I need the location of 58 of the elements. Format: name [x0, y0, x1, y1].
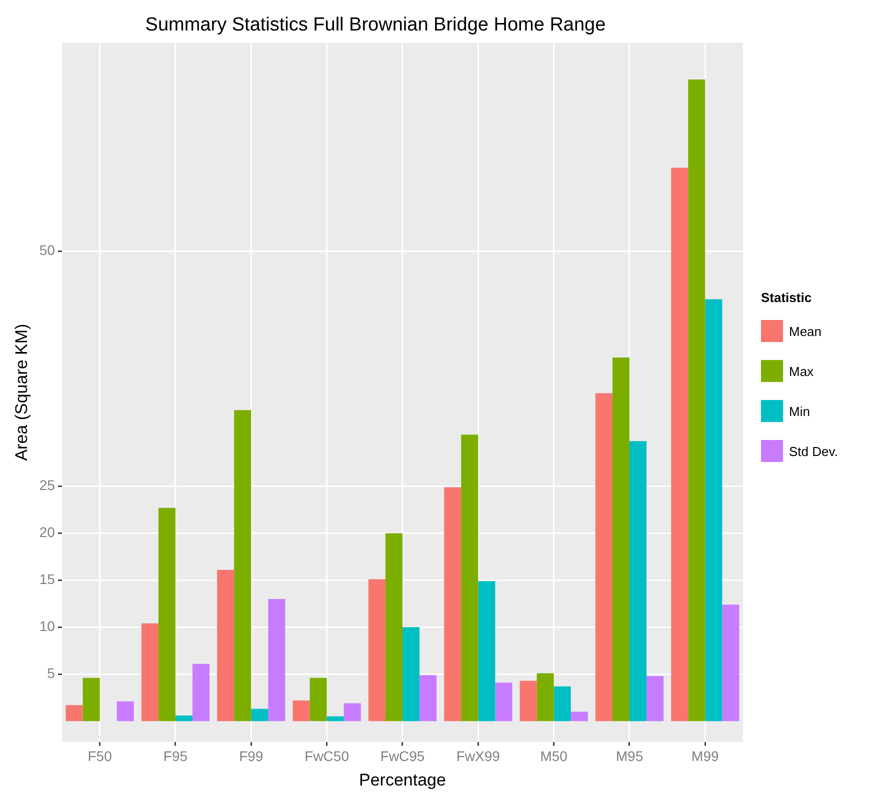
bar	[292, 700, 310, 722]
bar	[385, 533, 402, 722]
bar	[554, 686, 571, 722]
x-tick-label: FwX99	[456, 748, 500, 764]
x-tick-label: F99	[239, 748, 264, 764]
legend-label: Max	[789, 364, 814, 378]
bar	[141, 623, 158, 722]
y-tick-label: 20	[39, 524, 56, 540]
x-axis-title: Percentage	[359, 770, 446, 790]
bar	[402, 627, 420, 722]
bar	[688, 79, 706, 722]
x-tick-label: M50	[540, 748, 568, 764]
bar	[536, 673, 554, 722]
bar	[234, 410, 252, 722]
bar	[478, 581, 496, 722]
bar	[420, 675, 437, 722]
bar	[268, 598, 286, 722]
bar	[671, 168, 688, 722]
bar	[461, 434, 478, 722]
bar	[570, 712, 588, 722]
bar	[251, 708, 268, 722]
bar	[595, 393, 612, 722]
x-tick-label: M99	[692, 748, 719, 764]
y-tick-label: 50	[39, 242, 56, 258]
bar	[495, 682, 512, 722]
bar	[217, 570, 234, 722]
bar	[158, 508, 176, 722]
bar	[326, 716, 344, 722]
legend-label: Min	[789, 404, 810, 418]
bar	[82, 678, 100, 722]
bar	[344, 703, 361, 722]
bar	[116, 701, 134, 722]
x-tick-label: M95	[616, 748, 644, 764]
x-tick-label: FwC50	[304, 748, 350, 764]
bar	[444, 487, 462, 722]
bar	[722, 604, 740, 722]
chart-title: Summary Statistics Full Brownian Bridge Home Range	[145, 14, 606, 36]
bar	[705, 299, 722, 722]
bar	[368, 579, 386, 722]
bar	[612, 358, 630, 722]
x-tick-label: FwC95	[380, 748, 425, 764]
legend-label: Mean	[789, 324, 822, 338]
bar	[310, 678, 327, 722]
x-tick-label: F95	[163, 748, 188, 764]
y-tick-label: 15	[39, 571, 56, 588]
y-tick-label: 5	[47, 665, 56, 682]
legend-title: Statistic	[761, 290, 813, 305]
y-axis-title: Area (Square KM)	[12, 324, 31, 461]
x-tick-label: F50	[88, 748, 112, 764]
bar	[175, 715, 193, 722]
y-tick-label: 25	[39, 477, 56, 494]
bar	[66, 705, 83, 722]
bar	[192, 664, 210, 722]
bar	[629, 441, 647, 722]
bar	[646, 676, 664, 722]
legend-label: Std Dev.	[789, 444, 838, 458]
bar	[520, 680, 537, 722]
y-tick-label: 10	[39, 618, 56, 634]
